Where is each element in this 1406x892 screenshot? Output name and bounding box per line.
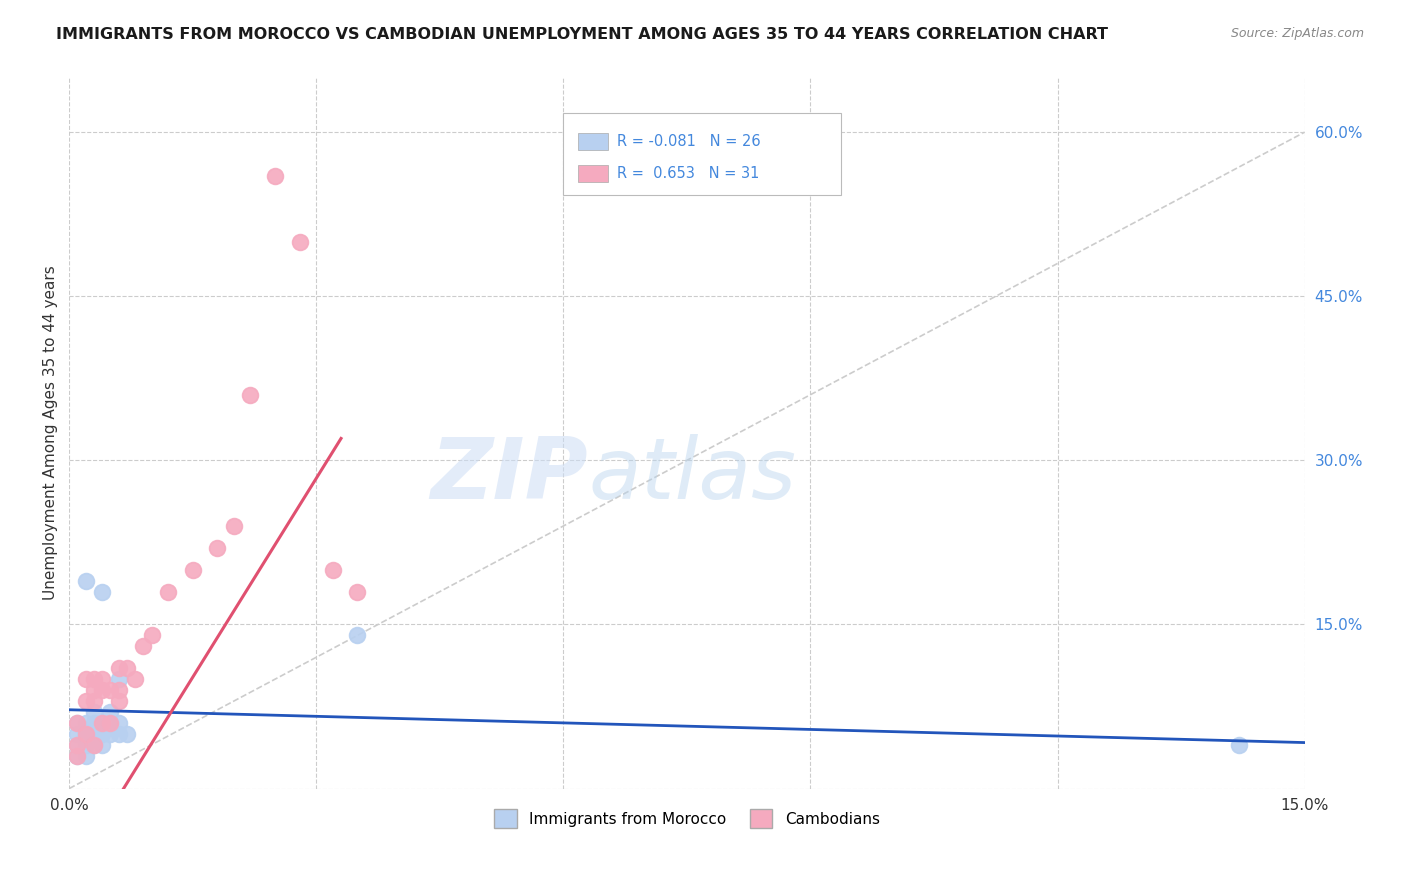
Point xyxy=(83,683,105,698)
Point xyxy=(83,705,105,719)
Point xyxy=(75,574,97,588)
Point xyxy=(132,640,155,654)
Point xyxy=(322,563,344,577)
Point xyxy=(100,683,122,698)
Point xyxy=(75,727,97,741)
Y-axis label: Unemployment Among Ages 35 to 44 years: Unemployment Among Ages 35 to 44 years xyxy=(44,266,58,600)
Point xyxy=(91,715,114,730)
Point xyxy=(91,715,114,730)
Point xyxy=(83,672,105,686)
Point xyxy=(66,715,89,730)
Point xyxy=(107,672,129,686)
Text: R = -0.081   N = 26: R = -0.081 N = 26 xyxy=(616,134,761,149)
Point xyxy=(115,661,138,675)
Text: R =  0.653   N = 31: R = 0.653 N = 31 xyxy=(616,166,759,181)
Point xyxy=(1227,738,1250,752)
Point xyxy=(181,563,204,577)
Point xyxy=(66,738,89,752)
Point xyxy=(100,727,122,741)
Point xyxy=(346,628,368,642)
Text: IMMIGRANTS FROM MOROCCO VS CAMBODIAN UNEMPLOYMENT AMONG AGES 35 TO 44 YEARS CORR: IMMIGRANTS FROM MOROCCO VS CAMBODIAN UNE… xyxy=(56,27,1108,42)
Point xyxy=(157,584,180,599)
Point xyxy=(107,661,129,675)
Point xyxy=(207,541,229,555)
Point xyxy=(222,519,245,533)
Point xyxy=(141,628,163,642)
Point xyxy=(83,738,105,752)
Point xyxy=(100,715,122,730)
Point xyxy=(75,672,97,686)
Point xyxy=(75,727,97,741)
Point xyxy=(239,387,262,401)
Point xyxy=(75,748,97,763)
Point xyxy=(83,715,105,730)
Point xyxy=(115,727,138,741)
Text: Source: ZipAtlas.com: Source: ZipAtlas.com xyxy=(1230,27,1364,40)
Point xyxy=(91,672,114,686)
Point xyxy=(346,584,368,599)
Point xyxy=(83,738,105,752)
Point xyxy=(107,727,129,741)
FancyBboxPatch shape xyxy=(564,113,841,194)
Point xyxy=(124,672,146,686)
Point xyxy=(83,694,105,708)
FancyBboxPatch shape xyxy=(578,165,607,182)
Point xyxy=(91,738,114,752)
Point xyxy=(75,715,97,730)
Text: atlas: atlas xyxy=(588,434,796,517)
FancyBboxPatch shape xyxy=(578,133,607,150)
Point xyxy=(107,715,129,730)
Text: ZIP: ZIP xyxy=(430,434,588,517)
Point xyxy=(75,738,97,752)
Point xyxy=(107,683,129,698)
Point xyxy=(66,715,89,730)
Point xyxy=(100,715,122,730)
Point xyxy=(288,235,311,249)
Point xyxy=(66,748,89,763)
Point xyxy=(75,694,97,708)
Point xyxy=(107,694,129,708)
Point xyxy=(100,705,122,719)
Point xyxy=(91,683,114,698)
Legend: Immigrants from Morocco, Cambodians: Immigrants from Morocco, Cambodians xyxy=(488,804,886,834)
Point xyxy=(264,169,287,183)
Point xyxy=(66,748,89,763)
Point xyxy=(83,727,105,741)
Point xyxy=(66,738,89,752)
Point xyxy=(66,727,89,741)
Point xyxy=(91,584,114,599)
Point xyxy=(91,727,114,741)
